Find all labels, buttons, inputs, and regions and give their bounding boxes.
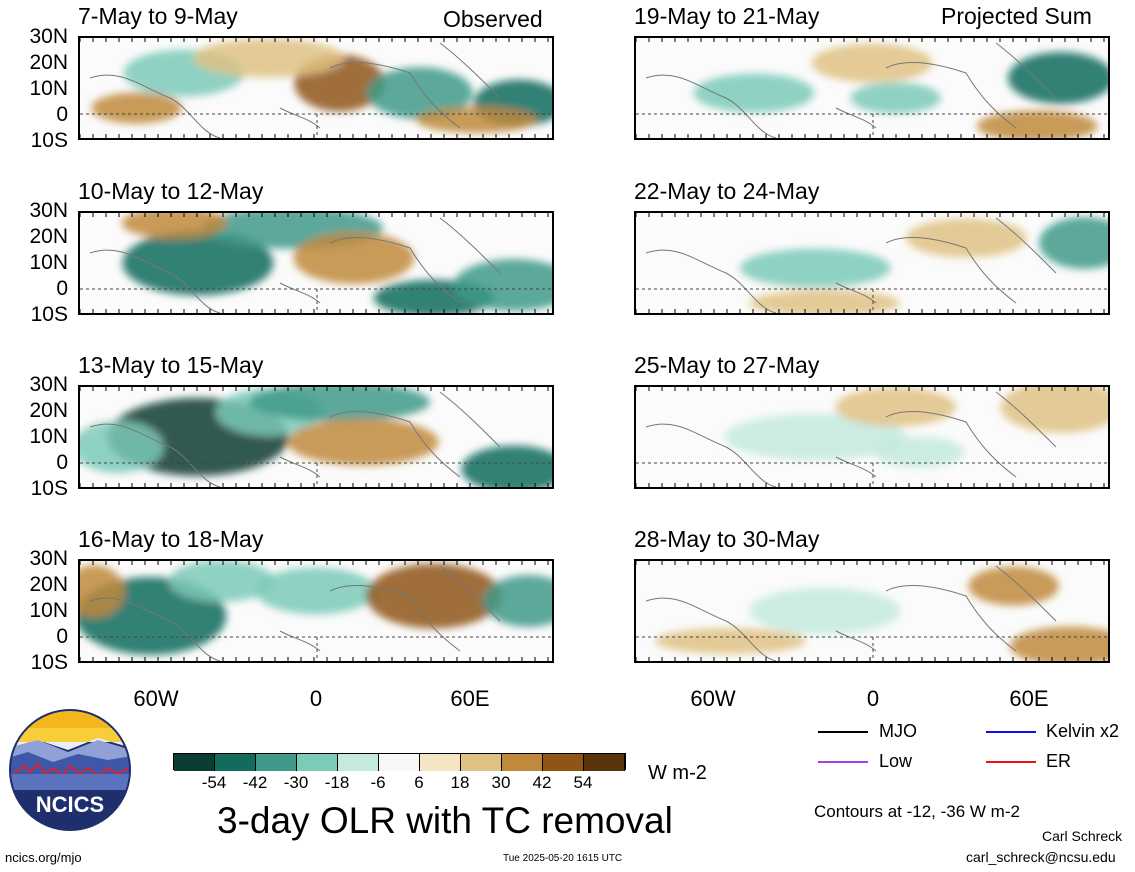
author-name: Carl Schreck	[1042, 828, 1123, 844]
lat-label: 20N	[29, 225, 68, 248]
colorbar-swatch	[461, 754, 502, 771]
colorbar-label: -18	[324, 773, 350, 792]
olr-map-panel-right-2	[634, 211, 1110, 315]
author-email[interactable]: carl_schreck@ncsu.edu	[966, 849, 1116, 865]
ncics-logo: NCICS	[8, 708, 132, 832]
colorbar-swatch	[502, 754, 543, 771]
lon-label-right: 60E	[1009, 686, 1049, 711]
olr-map-panel-left-1	[78, 36, 554, 140]
colorbar-swatch	[256, 754, 297, 771]
colorbar-label: 54	[573, 773, 593, 792]
colorbar-label: 30	[491, 773, 511, 792]
source-url[interactable]: ncics.org/mjo	[5, 850, 82, 865]
low-legend-label: Low	[879, 751, 913, 771]
olr-map-panel-left-2	[78, 211, 554, 315]
map-field	[80, 561, 552, 661]
colorbar-swatch	[379, 754, 420, 771]
olr-map-panel-right-4	[634, 559, 1110, 663]
observed-label: Observed	[443, 6, 543, 32]
map-field	[636, 387, 1108, 487]
colorbar-label: 6	[414, 773, 424, 792]
kelvin-legend-line	[986, 731, 1036, 733]
panel-title-right-1: 19-May to 21-May	[634, 3, 820, 29]
colorbar-unit: W m-2	[648, 762, 707, 784]
kelvin-legend-label: Kelvin x2	[1046, 721, 1120, 741]
er-legend-label: ER	[1046, 751, 1072, 771]
timestamp: Tue 2025-05-20 1615 UTC	[503, 853, 623, 864]
lat-label: 10S	[30, 477, 68, 500]
lat-label: 10S	[30, 651, 68, 674]
lat-label: 30N	[29, 25, 68, 48]
olr-map-panel-left-3	[78, 385, 554, 489]
projected-label: Projected Sum	[941, 3, 1092, 29]
lat-label: 10N	[29, 77, 68, 100]
map-field	[80, 38, 552, 138]
colorbar-swatch	[215, 754, 256, 771]
panel-title-right-3: 25-May to 27-May	[634, 352, 820, 378]
map-field	[636, 561, 1108, 661]
lat-label: 20N	[29, 51, 68, 74]
lat-label: 30N	[29, 547, 68, 570]
olr-map-panel-right-1	[634, 36, 1110, 140]
colorbar-swatch	[338, 754, 379, 771]
panel-title-left-4: 16-May to 18-May	[78, 526, 264, 552]
map-field	[80, 213, 552, 313]
olr-map-panel-right-3	[634, 385, 1110, 489]
colorbar-swatch	[420, 754, 461, 771]
colorbar-label: 42	[532, 773, 552, 792]
logo-text: NCICS	[36, 792, 104, 817]
colorbar-label: 18	[450, 773, 470, 792]
panel-title-left-1: 7-May to 9-May	[78, 3, 238, 29]
colorbar-swatch	[297, 754, 338, 771]
colorbar-label: -42	[242, 773, 268, 792]
lon-label-left: 60E	[450, 686, 490, 711]
panel-title-right-4: 28-May to 30-May	[634, 526, 820, 552]
lat-label: 10N	[29, 425, 68, 448]
lon-label-right: 60W	[690, 686, 736, 711]
lat-label: 30N	[29, 373, 68, 396]
panel-title-left-3: 13-May to 15-May	[78, 352, 264, 378]
lon-label-right: 0	[866, 686, 880, 711]
colorbar-label: -54	[201, 773, 227, 792]
main-title: 3-day OLR with TC removal	[217, 800, 673, 841]
colorbar-label: -6	[370, 773, 386, 792]
map-field	[80, 387, 552, 487]
lon-label-left: 60W	[133, 686, 179, 711]
colorbar-swatch	[174, 754, 215, 771]
panel-title-left-2: 10-May to 12-May	[78, 178, 264, 204]
map-field	[636, 38, 1108, 138]
lat-label: 0	[56, 103, 68, 126]
er-legend-line	[986, 761, 1036, 763]
lat-label: 20N	[29, 399, 68, 422]
lat-label: 0	[56, 625, 68, 648]
lat-label: 10N	[29, 599, 68, 622]
lat-label: 0	[56, 277, 68, 300]
low-legend-line	[818, 761, 868, 763]
lat-label: 10S	[30, 129, 68, 152]
lat-label: 10S	[30, 303, 68, 326]
olr-colorbar	[173, 753, 626, 771]
colorbar-label: -30	[283, 773, 309, 792]
olr-map-panel-left-4	[78, 559, 554, 663]
map-field	[636, 213, 1108, 313]
mjo-legend-label: MJO	[879, 721, 917, 741]
lat-label: 10N	[29, 251, 68, 274]
lat-label: 0	[56, 451, 68, 474]
lat-label: 20N	[29, 573, 68, 596]
panel-title-right-2: 22-May to 24-May	[634, 178, 820, 204]
lon-label-left: 0	[309, 686, 323, 711]
lat-label: 30N	[29, 199, 68, 222]
colorbar-swatch	[543, 754, 584, 771]
contours-note: Contours at -12, -36 W m-2	[814, 802, 1020, 821]
colorbar-swatch	[584, 754, 625, 771]
mjo-legend-line	[818, 731, 868, 733]
